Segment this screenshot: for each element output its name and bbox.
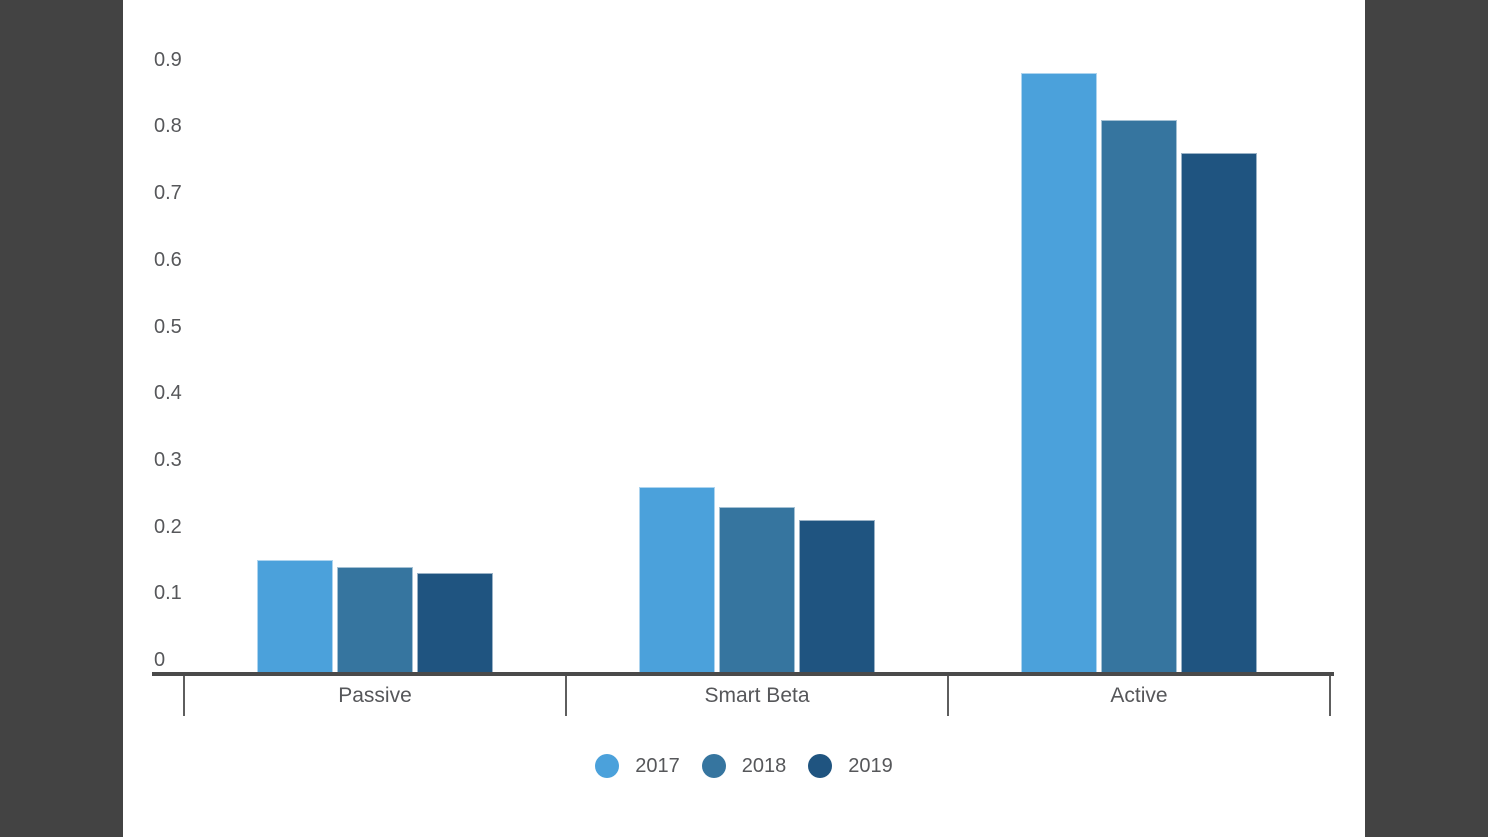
x-axis-line [152, 672, 1334, 676]
bar-chart-plot-area: 0 0.1 0.2 0.3 0.4 0.5 0.6 0.7 0.8 0.9 Passive Smar… [123, 0, 1365, 837]
category-label-active: Active [1110, 684, 1168, 707]
legend-label: 2017 [635, 755, 680, 777]
x-axis-tick [1329, 676, 1331, 716]
bar-passive-2019 [417, 573, 493, 673]
bar-passive-2017 [257, 559, 333, 673]
legend-marker-2019 [808, 754, 833, 778]
y-axis-label: 0.6 [154, 248, 182, 271]
category-label-passive: Passive [338, 684, 412, 707]
bar-active-2017 [1021, 73, 1097, 673]
category-label-smart-beta: Smart Beta [704, 684, 810, 707]
right-backdrop [1365, 0, 1488, 837]
bar-active-2018 [1101, 119, 1177, 673]
bar-active-2019 [1181, 153, 1257, 673]
y-axis-label: 0.9 [154, 48, 182, 71]
legend-item-2018: 2018 [701, 754, 787, 778]
legend-marker-2018 [701, 754, 726, 778]
y-axis-label: 0.3 [154, 448, 182, 471]
y-axis-label: 0 [154, 649, 166, 671]
bar-smart-beta-2018 [719, 506, 795, 673]
bar-smart-beta-2017 [639, 486, 715, 673]
y-axis-label: 0.4 [154, 382, 182, 405]
legend-label: 2018 [741, 755, 787, 777]
legend-marker-2017 [595, 754, 620, 778]
x-axis-tick [947, 676, 949, 716]
legend-item-2019: 2019 [808, 754, 893, 778]
bar-passive-2018 [337, 566, 413, 673]
y-axis-label: 0.8 [154, 115, 182, 138]
y-axis-label: 0.1 [154, 582, 182, 605]
chart-legend: 2017 2018 2019 [123, 753, 1365, 779]
y-axis-label: 0.5 [154, 315, 182, 338]
bar-smart-beta-2019 [799, 519, 875, 673]
legend-item-2017: 2017 [595, 754, 680, 778]
x-axis-tick [565, 676, 567, 716]
x-axis-tick [183, 676, 185, 716]
y-axis-label: 0.2 [154, 515, 182, 538]
legend-label: 2019 [848, 755, 893, 777]
y-axis-label: 0.7 [154, 182, 182, 205]
chart-panel: 0 0.1 0.2 0.3 0.4 0.5 0.6 0.7 0.8 0.9 Passive Smar… [123, 0, 1365, 837]
left-backdrop [0, 0, 123, 837]
